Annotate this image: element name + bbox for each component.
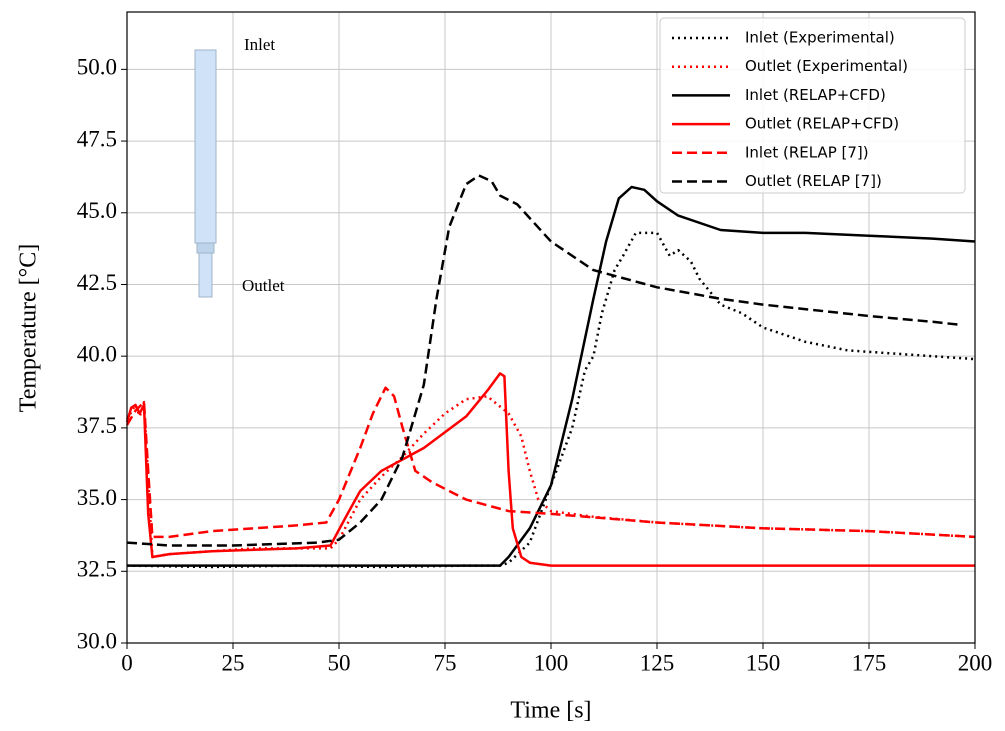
legend-label: Inlet (RELAP [7]): [745, 143, 869, 161]
annotation: Inlet: [244, 35, 275, 54]
y-tick-label: 32.5: [77, 557, 117, 582]
x-axis-label: Time [s]: [510, 698, 591, 724]
legend-label: Outlet (Experimental): [745, 57, 908, 75]
pipe-joint: [196, 242, 215, 254]
y-tick-label: 45.0: [77, 198, 117, 223]
pipe-lower: [198, 252, 213, 298]
plot-frame: [126, 11, 976, 644]
x-tick-label: 100: [534, 650, 569, 675]
x-tick-label: 150: [746, 650, 781, 675]
legend-box: [659, 17, 966, 194]
x-tick-label: 25: [222, 650, 245, 675]
annotation: Outlet: [242, 276, 285, 295]
y-axis-label: Temperature [°C]: [16, 244, 42, 413]
x-tick-label: 0: [121, 650, 133, 675]
y-tick-label: 40.0: [77, 341, 117, 366]
legend-label: Outlet (RELAP [7]): [745, 172, 882, 190]
legend-label: Outlet (RELAP+CFD): [745, 115, 899, 133]
x-tick-label: 50: [328, 650, 351, 675]
legend-label: Inlet (Experimental): [745, 29, 895, 47]
y-tick-label: 30.0: [77, 628, 117, 653]
y-tick-label: 37.5: [77, 413, 117, 438]
x-tick-label: 75: [434, 650, 457, 675]
series-line: [125, 395, 976, 559]
series-line: [127, 185, 976, 567]
series-line: [126, 174, 959, 547]
pipe-upper: [194, 49, 217, 244]
y-tick-label: 42.5: [77, 270, 117, 295]
x-tick-label: 175: [852, 650, 887, 675]
x-tick-label: 125: [640, 650, 675, 675]
y-tick-label: 50.0: [77, 55, 117, 80]
y-tick-label: 35.0: [77, 485, 117, 510]
series-line: [125, 386, 976, 539]
legend-label: Inlet (RELAP+CFD): [745, 86, 886, 104]
y-tick-label: 47.5: [77, 126, 117, 151]
x-tick-label: 200: [958, 650, 993, 675]
inset-icon: [194, 49, 217, 298]
legend: Inlet (Experimental) Outlet (Experimental…: [659, 17, 966, 194]
